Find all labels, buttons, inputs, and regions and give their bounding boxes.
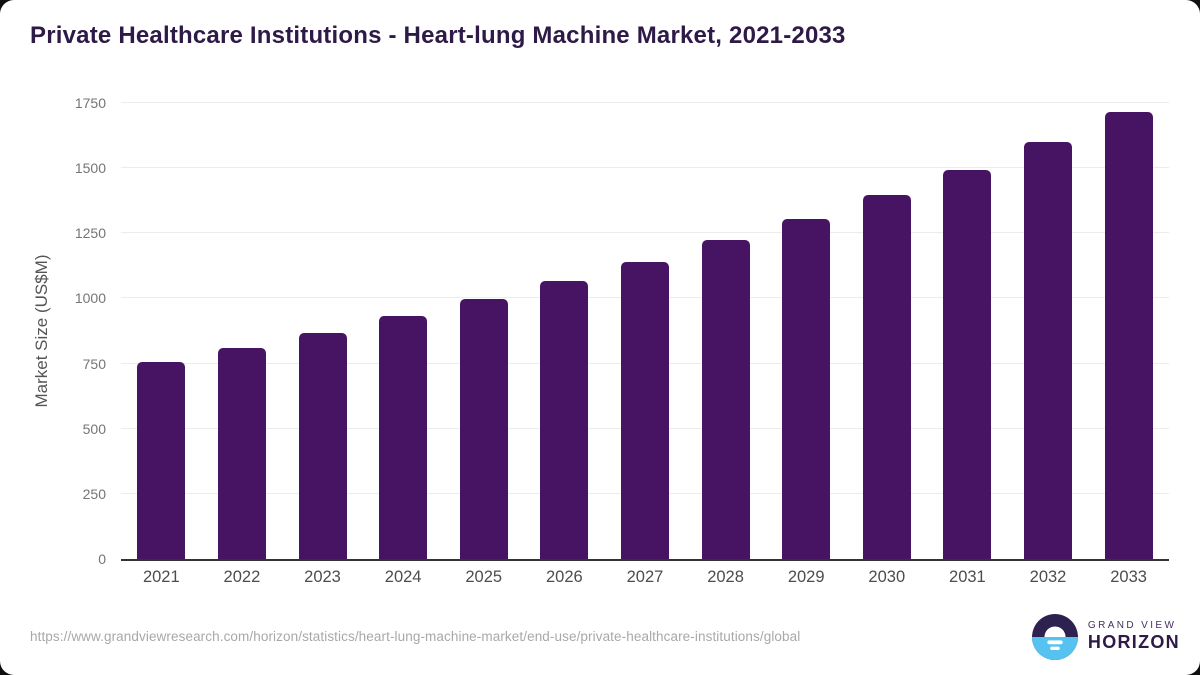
bar-2033	[1104, 112, 1153, 559]
bar-band-2025	[443, 103, 524, 559]
x-tick-label-2023: 2023	[304, 568, 341, 586]
x-tick-label-2030: 2030	[868, 568, 906, 586]
y-tick-label-500: 500	[82, 420, 106, 437]
y-tick-label-1250: 1250	[74, 225, 106, 242]
x-tick-label-2028: 2028	[707, 568, 744, 586]
bar-series	[121, 103, 1169, 559]
brand-logo-text: GRAND VIEW HORIZON	[1088, 620, 1180, 654]
bar-2025	[459, 298, 508, 559]
y-tick-label-1500: 1500	[74, 160, 106, 177]
bar-2030	[862, 195, 911, 559]
chart-title: Private Healthcare Institutions - Heart-…	[30, 22, 846, 49]
x-axis-labels: 2021 2022 2023 2024 2025 2026 2027 2028 2029 2030…	[121, 568, 1169, 587]
horizon-sun-circle-icon	[1031, 614, 1078, 660]
y-tick-label-1750: 1750	[74, 95, 106, 111]
x-tick-label-2032: 2032	[1029, 568, 1067, 586]
bar-2023	[298, 333, 347, 559]
bar-2031	[943, 169, 992, 559]
bar-band-2021	[121, 103, 202, 559]
x-tick-label-2027: 2027	[626, 568, 664, 586]
bar-band-2022	[202, 103, 283, 559]
y-axis-ticks: 0 250 500 750 1000 1250 1500 1750	[0, 95, 112, 567]
bar-2024	[379, 316, 428, 559]
bar-2027	[620, 261, 669, 559]
gridline-1250	[121, 232, 1169, 234]
bar-band-2023	[282, 103, 363, 559]
bar-band-2029	[766, 103, 847, 559]
x-tick-label-2029: 2029	[787, 568, 825, 586]
y-tick-label-750: 750	[82, 355, 106, 372]
gridline-1500	[121, 167, 1169, 169]
source-url: https://www.grandviewresearch.com/horizo…	[30, 629, 801, 644]
bar-band-2030	[846, 103, 927, 559]
x-tick-label-2022: 2022	[223, 568, 261, 586]
bar-2028	[701, 240, 750, 559]
bar-band-2026	[524, 103, 605, 559]
x-tick-label-2026: 2026	[545, 568, 583, 586]
bar-2029	[782, 218, 831, 559]
bar-band-2024	[363, 103, 444, 559]
y-tick-label-250: 250	[82, 485, 106, 502]
x-tick-label-2025: 2025	[465, 568, 503, 586]
x-tick-label-2021: 2021	[142, 568, 180, 586]
bar-2032	[1024, 141, 1072, 559]
bar-band-2033	[1088, 103, 1169, 559]
brand-name-bottom: HORIZON	[1087, 632, 1180, 653]
y-tick-label-0: 0	[98, 551, 106, 567]
gridline-1750	[121, 102, 1169, 103]
brand-logo: GRAND VIEW HORIZON	[1031, 614, 1180, 660]
bar-band-2031	[927, 103, 1008, 559]
bar-band-2028	[685, 103, 766, 559]
bar-2022	[217, 348, 266, 559]
x-tick-label-2033: 2033	[1110, 568, 1147, 586]
y-tick-label-1000: 1000	[74, 290, 106, 307]
plot-area	[121, 102, 1169, 561]
brand-name-top: GRAND VIEW	[1087, 620, 1177, 632]
x-tick-label-2024: 2024	[384, 568, 422, 586]
bar-band-2027	[605, 103, 686, 559]
bar-2021	[137, 362, 186, 559]
x-tick-label-2031: 2031	[949, 568, 986, 586]
bar-band-2032	[1008, 103, 1089, 559]
bar-2026	[540, 280, 589, 559]
